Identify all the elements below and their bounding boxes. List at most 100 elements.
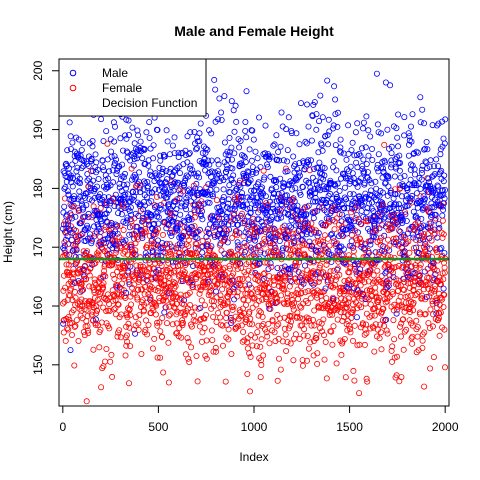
male-point (150, 142, 157, 149)
male-point (397, 228, 404, 235)
female-point (102, 358, 109, 365)
male-point (146, 134, 153, 141)
male-point (369, 199, 376, 206)
male-point (442, 116, 449, 123)
male-point (363, 160, 370, 167)
female-point (135, 320, 142, 327)
male-point (370, 260, 377, 267)
female-point (422, 310, 429, 317)
male-point (83, 202, 90, 209)
male-point (67, 347, 74, 354)
female-point (326, 242, 333, 249)
female-point (153, 228, 160, 235)
female-point (266, 273, 273, 280)
female-point (144, 273, 151, 280)
female-point (341, 335, 348, 342)
male-point (231, 128, 238, 135)
male-point (236, 144, 243, 151)
female-point (396, 378, 403, 385)
female-point (176, 249, 183, 256)
male-point (164, 138, 171, 145)
male-point (92, 151, 99, 158)
female-point (63, 261, 70, 268)
female-point (408, 263, 415, 270)
male-point (360, 213, 367, 220)
male-point (414, 215, 421, 222)
female-point (426, 324, 433, 331)
female-point (391, 336, 398, 343)
male-point (280, 179, 287, 186)
male-point (137, 138, 144, 145)
male-point (181, 177, 188, 184)
male-point (347, 175, 354, 182)
female-point (288, 318, 295, 325)
male-point (345, 150, 352, 157)
female-point (421, 231, 428, 238)
male-point (147, 145, 154, 152)
female-point (383, 327, 390, 334)
male-point (180, 233, 187, 240)
female-point (154, 319, 161, 326)
female-point (249, 321, 256, 328)
female-point (253, 343, 260, 350)
male-point (71, 196, 78, 203)
male-point (224, 148, 231, 155)
female-point (315, 278, 322, 285)
female-point (187, 249, 194, 256)
female-point (73, 317, 80, 324)
male-point (284, 147, 291, 154)
male-point (71, 193, 78, 200)
female-point (406, 317, 413, 324)
female-point (72, 322, 79, 329)
male-point (387, 187, 394, 194)
male-point (228, 156, 235, 163)
female-point (101, 261, 108, 268)
female-point (321, 356, 328, 363)
male-point (418, 224, 425, 231)
male-point (295, 268, 302, 275)
female-point (416, 272, 423, 279)
male-point (321, 165, 328, 172)
male-point (253, 169, 260, 176)
female-point (428, 289, 435, 296)
male-point (69, 215, 76, 222)
female-point (243, 316, 250, 323)
male-point (191, 201, 198, 208)
male-point (408, 161, 415, 168)
female-point (370, 272, 377, 279)
male-point (139, 155, 146, 162)
male-point (248, 157, 255, 164)
male-point (359, 202, 366, 209)
male-point (339, 211, 346, 218)
male-point (401, 172, 408, 179)
male-point (212, 221, 219, 228)
female-point (379, 222, 386, 229)
female-point (414, 218, 421, 225)
male-point (281, 180, 288, 187)
male-point (114, 165, 121, 172)
male-point (97, 228, 104, 235)
male-point (225, 200, 232, 207)
male-point (309, 243, 316, 250)
female-point (237, 313, 244, 320)
female-point (100, 304, 107, 311)
male-point (319, 147, 326, 154)
female-point (231, 210, 238, 217)
female-point (71, 323, 78, 330)
male-point (213, 288, 220, 295)
male-point (129, 189, 136, 196)
female-point (154, 322, 161, 329)
male-point (368, 145, 375, 152)
male-point (113, 171, 120, 178)
female-point (241, 220, 248, 227)
female-point (100, 271, 107, 278)
female-point (208, 327, 215, 334)
female-point (220, 266, 227, 273)
female-point (431, 230, 438, 237)
female-point (319, 328, 326, 335)
female-point (235, 323, 242, 330)
male-point (273, 184, 280, 191)
female-point (63, 251, 70, 258)
female-point (337, 309, 344, 316)
